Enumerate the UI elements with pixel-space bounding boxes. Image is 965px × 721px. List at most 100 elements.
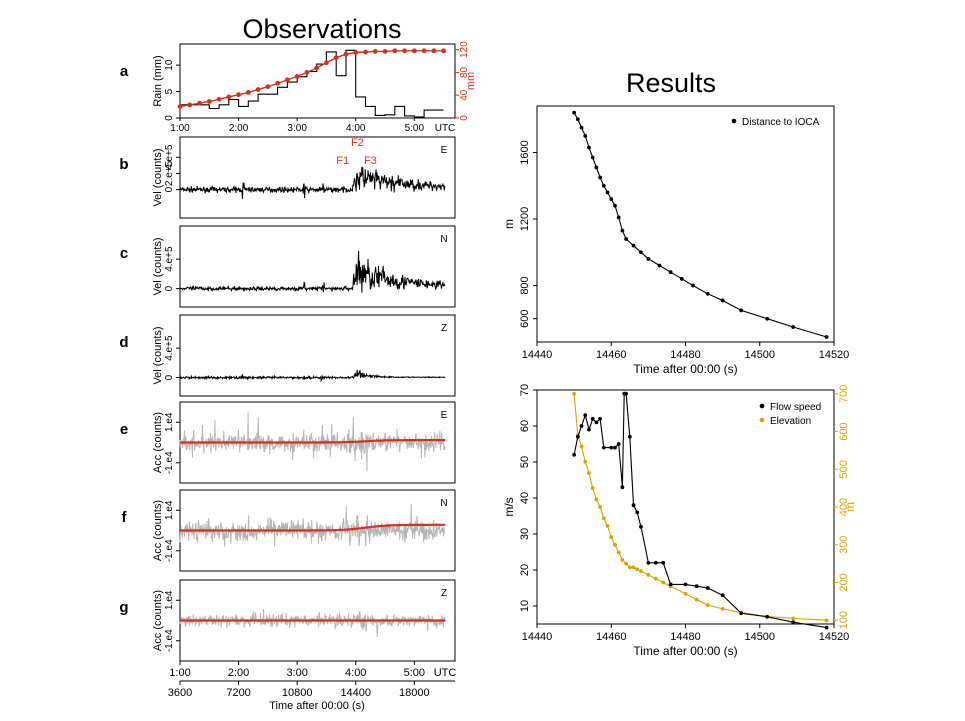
flow-speed-series-point xyxy=(661,560,666,565)
flow-speed-series-point xyxy=(635,510,640,515)
seconds-tick-label: 3600 xyxy=(168,687,192,699)
y-tick-label: 600 xyxy=(519,310,531,328)
y2-axis-label: m xyxy=(843,502,857,512)
flow-speed-series-point xyxy=(609,445,614,450)
y-tick-label: 1200 xyxy=(519,207,531,231)
utc-tick-label: 1:00 xyxy=(169,667,190,679)
elevation-series-point xyxy=(572,391,577,396)
distance-series-point xyxy=(624,237,628,241)
elevation-series-point xyxy=(646,573,651,577)
cumulative-rain-point xyxy=(284,77,290,83)
panel-label: g xyxy=(119,599,128,616)
elevation-series-point xyxy=(613,542,617,547)
component-label: E xyxy=(441,410,448,421)
flow-speed-series-point xyxy=(639,524,643,529)
component-label: N xyxy=(440,498,447,509)
x-tick-label: 14440 xyxy=(522,349,553,361)
flow-speed-series-point xyxy=(575,434,580,439)
elevation-series-point xyxy=(705,603,710,608)
y-tick-label: 2.e+5 xyxy=(164,160,175,186)
flow-speed-series-point xyxy=(598,416,603,421)
distance-series-point xyxy=(590,155,595,160)
distance-series-point xyxy=(739,308,744,313)
y-tick-label: 1600 xyxy=(519,140,531,164)
elevation-series-point xyxy=(791,616,796,621)
y-tick-label: 0 xyxy=(164,115,175,121)
cumulative-rain-point xyxy=(206,99,212,104)
flow-speed-series-point xyxy=(616,442,621,446)
legend-marker-elevation xyxy=(759,417,765,423)
y-tick-label: 1.e4 xyxy=(164,500,175,520)
distance-series-point xyxy=(579,125,584,130)
cumulative-rain-point xyxy=(265,84,271,90)
legend-label-flow: Flow speed xyxy=(770,402,821,413)
component-label: E xyxy=(441,145,448,156)
cumulative-rain-point xyxy=(363,49,368,55)
utc-tick-label: 4:00 xyxy=(345,667,366,679)
panel-label: f xyxy=(122,509,128,526)
y-tick-label: 0 xyxy=(164,374,175,380)
y-tick-label: 1.e4 xyxy=(164,590,175,610)
x-tick-label: 14440 xyxy=(522,631,553,643)
flow-speed-series-point xyxy=(653,560,658,565)
y-tick-label: 70 xyxy=(519,384,531,396)
elevation-series-point xyxy=(720,607,725,611)
panel-speed: 14440 14460 14480 14500 14520 10 20 30 40 50 60 70 T… xyxy=(502,384,857,658)
elevation-series-point xyxy=(639,569,643,574)
distance-series-point xyxy=(598,175,603,180)
x-tick-label: 1:00 xyxy=(170,123,190,134)
y2-axis-label: mm xyxy=(465,72,477,90)
y-tick-label: -1.e4 xyxy=(164,451,175,474)
flow-speed-series-point xyxy=(590,416,595,421)
x-tick-label: 14520 xyxy=(819,631,850,643)
flow-speed-series-line xyxy=(573,393,827,629)
elevation-series-point xyxy=(683,591,688,596)
smoothed-acceleration-trace xyxy=(180,439,446,444)
y-axis-label: Vel (counts) xyxy=(152,237,164,295)
distance-series-point xyxy=(616,215,621,220)
y2-tick-label: 500 xyxy=(838,460,850,478)
cumulative-rain-point xyxy=(255,87,261,92)
distance-series-point xyxy=(572,110,577,115)
x-unit-label: UTC xyxy=(435,123,456,134)
cumulative-rain-point xyxy=(216,96,222,102)
panel-label: e xyxy=(120,421,128,438)
elevation-series-point xyxy=(601,516,606,521)
legend-label-elevation: Elevation xyxy=(770,416,811,427)
seconds-tick-label: 18000 xyxy=(399,687,430,699)
x-tick-label: 4:00 xyxy=(346,123,366,134)
flow-speed-series-point xyxy=(572,452,577,457)
y-tick-label: 5 xyxy=(164,88,175,94)
cumulative-rain-point xyxy=(333,55,339,61)
y-tick-label: 1.e4 xyxy=(164,412,175,432)
y-tick-label: 10 xyxy=(164,59,175,71)
elevation-series-point xyxy=(627,565,632,570)
x-tick-label: 2:00 xyxy=(229,123,249,134)
x-tick-label: 14500 xyxy=(744,631,775,643)
flow-speed-series-point xyxy=(694,584,699,589)
rain-step-series xyxy=(180,49,444,118)
flow-speed-series-point xyxy=(624,391,628,396)
legend-label: Distance to IOCA xyxy=(742,117,820,128)
elevation-series-point xyxy=(661,580,666,585)
distance-series-point xyxy=(720,298,725,303)
distance-series-point xyxy=(605,190,610,195)
legend-marker-flow xyxy=(759,403,765,409)
y-tick-label: 30 xyxy=(519,528,531,540)
distance-series-point xyxy=(646,257,651,261)
elevation-series-point xyxy=(594,497,599,502)
panel-frame xyxy=(179,314,456,397)
seconds-tick-label: 14400 xyxy=(340,687,371,699)
cumulative-rain-point xyxy=(372,49,378,54)
x-tick-label: 5:00 xyxy=(405,123,425,134)
y-tick-label: -1.e4 xyxy=(164,629,175,652)
component-label: Z xyxy=(441,588,447,599)
raw-acceleration-trace xyxy=(179,608,446,637)
x-axis-label: Time after 00:00 (s) xyxy=(633,362,737,376)
y2-tick-label: 80 xyxy=(459,66,470,78)
